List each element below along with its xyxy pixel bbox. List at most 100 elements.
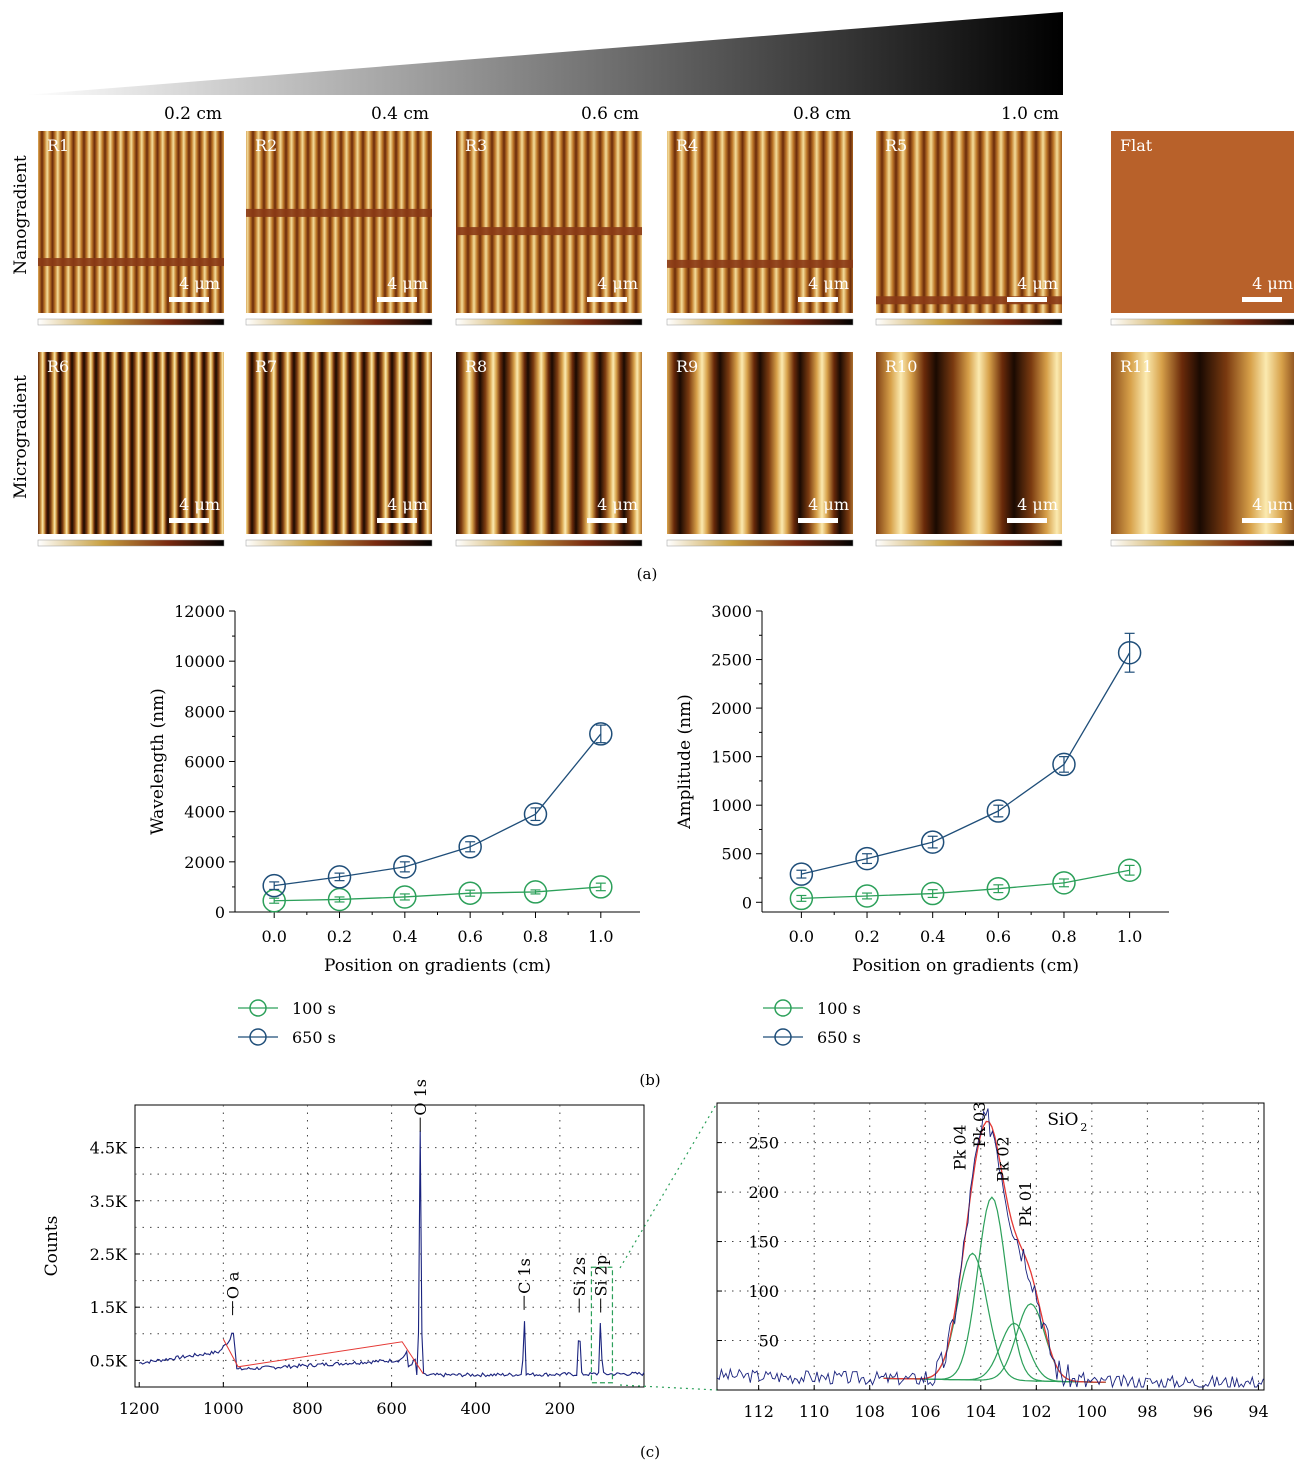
- afm-tile-r3: R3 4 μm: [455, 131, 643, 326]
- data-point: [1117, 641, 1142, 665]
- afm-tile-r10: R10 4 μm: [875, 352, 1063, 547]
- scale-bar-label: 4 μm: [1252, 495, 1293, 514]
- zoom-box: [590, 1266, 614, 1384]
- x-tick-label: 0.2: [327, 927, 352, 946]
- data-point: [1117, 858, 1142, 882]
- tile-label: R8: [465, 357, 487, 376]
- amplitude-chart: 0 500 1000 1500 2000 2500 3000 0.0 0.2 0.4 0.6 0.8 1…: [675, 602, 1169, 976]
- colorbar: [245, 318, 433, 326]
- afm-tile-r8: R8 4 μm: [455, 352, 643, 547]
- y-tick-label: 4.5K: [90, 1139, 128, 1158]
- tile-label: R3: [465, 136, 487, 155]
- y-tick-label: 1000: [711, 796, 752, 815]
- position-label: 0.4 cm: [371, 104, 429, 124]
- tile-label: Flat: [1120, 136, 1153, 155]
- x-tick-label: 0.0: [789, 927, 814, 946]
- afm-tile-r6: R6 4 μm: [37, 352, 225, 547]
- y-tick-label: 1.5K: [90, 1298, 128, 1317]
- x-tick-label: 1000: [203, 1399, 244, 1418]
- gradient-wedge: [25, 12, 1063, 95]
- scale-bar-label: 4 μm: [808, 495, 849, 514]
- series-line: [274, 733, 602, 887]
- data-point: [589, 722, 613, 746]
- xps-survey-chart: 0.5K 1.5K 2.5K 3.5K 4.5K 1200 1000 800 600 400 200…: [42, 1079, 645, 1418]
- y-tick-label: 4000: [184, 803, 225, 822]
- data-point: [855, 884, 879, 908]
- row-label-nanogradient: Nanogradient: [11, 155, 31, 275]
- tile-label: R4: [676, 136, 698, 155]
- x-tick-label: 0.8: [523, 927, 548, 946]
- defect-band: [667, 259, 853, 268]
- data-point: [393, 885, 417, 909]
- data-point: [920, 881, 945, 906]
- y-tick-label: 0: [215, 903, 225, 922]
- afm-tile-r11: R11 4 μm: [1110, 352, 1294, 547]
- fit-component: [883, 1322, 1106, 1383]
- zoom-line: [619, 1384, 718, 1391]
- data-point: [523, 802, 548, 826]
- x-tick-label: 112: [743, 1402, 774, 1421]
- position-label: 0.6 cm: [581, 104, 639, 124]
- colorbar: [875, 539, 1063, 547]
- y-tick-label: 3000: [711, 602, 752, 621]
- x-tick-label: 96: [1193, 1402, 1213, 1421]
- y-axis-title: Counts: [42, 1216, 62, 1277]
- fit-component: [883, 1196, 1106, 1383]
- y-tick-label: 100: [748, 1282, 779, 1301]
- scale-bar: [587, 518, 627, 523]
- scale-bar-label: 4 μm: [808, 274, 849, 293]
- peak-label: Pk 04: [951, 1124, 970, 1170]
- scale-bar: [1242, 297, 1282, 302]
- row-label-microgradient: Microgradient: [11, 375, 31, 499]
- y-tick-label: 50: [759, 1332, 779, 1351]
- afm-tile-flat: Flat 4 μm: [1110, 131, 1294, 326]
- y-tick-label: 6000: [184, 753, 225, 772]
- peak-label: Pk 02: [994, 1136, 1013, 1182]
- panel-b-legends: 100 s 650 s 100 s 650 s: [238, 999, 861, 1047]
- panel-c-label: (c): [640, 1443, 660, 1461]
- data-point: [393, 855, 417, 879]
- scale-bar-label: 4 μm: [179, 274, 220, 293]
- x-tick-label: 108: [854, 1402, 885, 1421]
- scale-bar-label: 4 μm: [597, 495, 638, 514]
- tile-label: R5: [885, 136, 907, 155]
- defect-band: [876, 296, 1062, 305]
- afm-image: [667, 352, 853, 534]
- x-tick-label: 0.4: [920, 927, 945, 946]
- defect-band: [456, 227, 642, 236]
- x-tick-label: 0.0: [261, 927, 286, 946]
- annotation-sio2: SiO: [1047, 1110, 1078, 1130]
- legend-label: 100 s: [817, 999, 861, 1018]
- colorbar: [666, 539, 854, 547]
- y-tick-label: 0.5K: [90, 1351, 128, 1370]
- panel-a-label: (a): [637, 565, 658, 583]
- survey-spectrum: [139, 1130, 645, 1378]
- data-point: [458, 881, 482, 905]
- y-tick-label: 150: [748, 1233, 779, 1252]
- scale-bar: [587, 297, 627, 302]
- y-tick-label: 200: [748, 1183, 779, 1202]
- panel-b-label: (b): [639, 1071, 660, 1089]
- scale-bar-label: 4 μm: [1252, 274, 1293, 293]
- afm-image: [246, 131, 432, 313]
- x-tick-label: 1.0: [588, 927, 613, 946]
- y-tick-label: 8000: [184, 702, 225, 721]
- afm-tile-r7: R7 4 μm: [245, 352, 433, 547]
- tile-label: R2: [255, 136, 277, 155]
- data-point: [589, 875, 613, 899]
- afm-tile-r9: R9 4 μm: [666, 352, 854, 547]
- scale-bar-label: 4 μm: [387, 495, 428, 514]
- afm-image: [38, 131, 224, 313]
- data-point: [1052, 871, 1076, 895]
- data-point: [262, 873, 286, 898]
- data-point: [789, 862, 814, 886]
- legend-label: 650 s: [817, 1028, 861, 1047]
- y-tick-label: 2000: [711, 699, 752, 718]
- afm-tile-r4: R4 4 μm: [666, 131, 854, 326]
- tile-label: R10: [885, 357, 917, 376]
- x-tick-label: 400: [460, 1399, 491, 1418]
- x-tick-label: 98: [1137, 1402, 1157, 1421]
- afm-image: [1111, 131, 1294, 313]
- data-point: [327, 865, 352, 889]
